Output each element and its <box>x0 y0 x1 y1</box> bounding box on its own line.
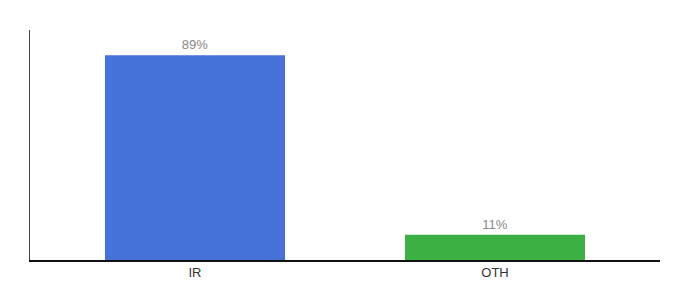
svg-text:IR: IR <box>189 265 202 280</box>
svg-text:OTH: OTH <box>481 265 508 280</box>
svg-text:89%: 89% <box>182 37 208 52</box>
svg-text:11%: 11% <box>482 217 507 232</box>
